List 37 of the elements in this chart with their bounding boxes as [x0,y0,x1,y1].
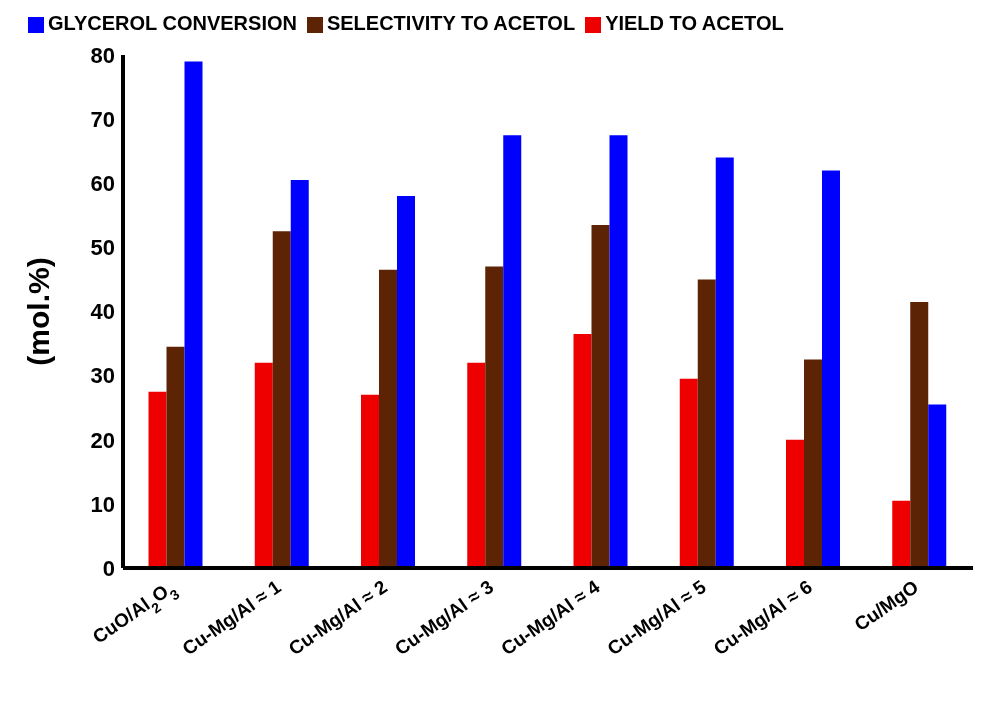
bar [467,362,486,568]
bar [148,391,167,568]
bar [361,394,379,568]
bar [910,301,929,568]
y-tick-label: 10 [90,491,115,517]
legend-label: SELECTIVITY TO ACETOL [326,12,576,34]
bar [397,196,415,568]
bar [609,135,628,568]
bar [591,224,610,568]
y-axis-title: (mol.%) [21,257,55,366]
bar [254,362,273,568]
y-tick-label: 80 [90,42,115,68]
bar [272,231,291,568]
y-tick-label: 20 [90,427,115,453]
y-tick-label: 50 [90,235,115,261]
bar [166,346,185,568]
bar [822,170,840,568]
y-tick-label: 0 [102,555,115,581]
y-tick-label: 70 [90,106,115,132]
y-tick-label: 30 [90,363,115,389]
bar [485,266,504,568]
bar [804,359,822,568]
legend-label: GLYCEROL CONVERSION [48,12,297,34]
y-tick-label: 60 [90,171,115,197]
bar [184,61,203,568]
y-tick-label: 40 [90,299,115,325]
bar [290,180,309,568]
bar [573,333,592,568]
legend-label: YIELD TO ACETOL [605,12,784,34]
bar [892,500,911,568]
bar [379,269,397,568]
bar [679,378,698,568]
bar [697,279,716,568]
bar [503,135,522,568]
bar [715,157,734,568]
bar [928,404,947,568]
bar [786,439,804,568]
